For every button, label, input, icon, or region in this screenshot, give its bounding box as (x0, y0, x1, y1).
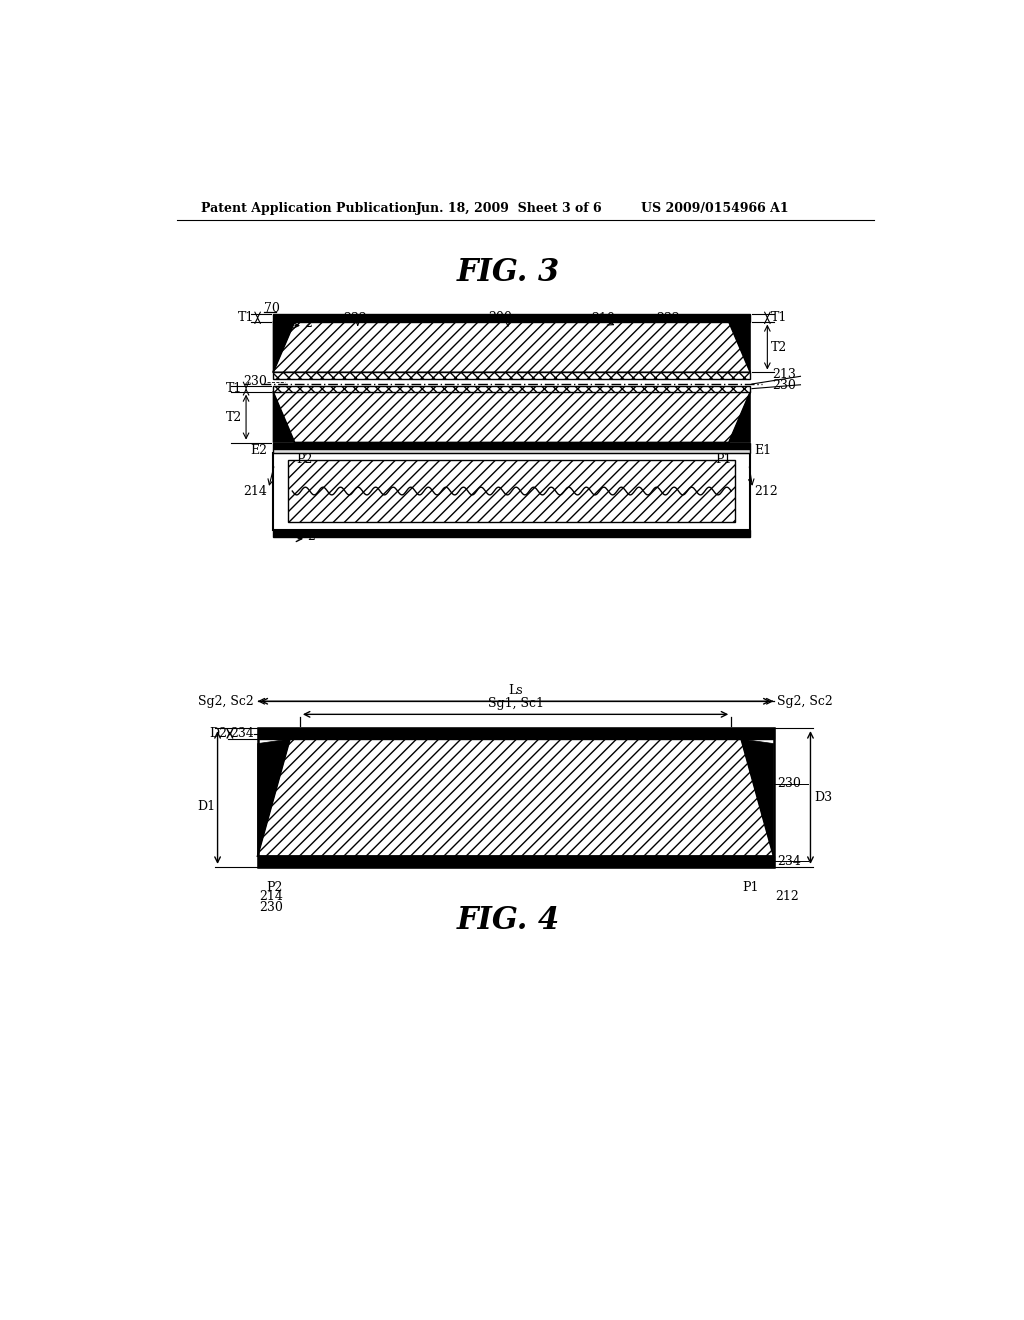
Text: T1: T1 (226, 381, 243, 395)
Text: US 2009/0154966 A1: US 2009/0154966 A1 (641, 202, 788, 215)
Text: 214: 214 (243, 484, 267, 498)
Bar (273, 385, 751, 392)
Text: 214: 214 (259, 890, 283, 903)
Text: Patent Application Publication: Patent Application Publication (202, 202, 417, 215)
Text: Ls: Ls (508, 684, 523, 697)
Text: E2: E2 (250, 445, 267, 458)
Text: D2: D2 (210, 727, 227, 741)
Polygon shape (729, 322, 751, 372)
Bar (273, 449, 751, 453)
Text: 234: 234 (229, 727, 254, 741)
Text: P1: P1 (715, 453, 731, 466)
Text: 232: 232 (656, 312, 680, 325)
Text: T2: T2 (770, 341, 786, 354)
Text: Jun. 18, 2009  Sheet 3 of 6: Jun. 18, 2009 Sheet 3 of 6 (416, 202, 602, 215)
Text: 200: 200 (488, 310, 512, 323)
Polygon shape (741, 739, 773, 855)
Text: P1: P1 (742, 880, 759, 894)
Text: 70: 70 (264, 302, 280, 315)
Text: 212: 212 (775, 890, 799, 903)
Bar (289, 461, 735, 521)
Polygon shape (258, 739, 773, 855)
Text: 213: 213 (772, 368, 796, 381)
Text: 2: 2 (304, 317, 312, 330)
Text: T1: T1 (770, 312, 786, 325)
Polygon shape (273, 322, 751, 372)
Polygon shape (729, 392, 751, 442)
Polygon shape (273, 392, 751, 442)
Text: 212: 212 (755, 484, 778, 498)
Bar (258, 729, 773, 739)
Polygon shape (258, 739, 290, 855)
Polygon shape (273, 322, 295, 372)
Text: D3: D3 (814, 791, 833, 804)
Text: T2: T2 (226, 411, 243, 424)
Bar (258, 729, 773, 867)
Text: Sg2, Sc2: Sg2, Sc2 (777, 694, 834, 708)
Bar (258, 855, 773, 867)
Text: Sg1, Sc1: Sg1, Sc1 (487, 697, 544, 710)
Text: E1: E1 (755, 445, 771, 458)
Text: FIG. 4: FIG. 4 (457, 906, 559, 936)
Text: D1: D1 (198, 800, 215, 813)
Text: 230: 230 (259, 900, 283, 913)
Text: 210: 210 (592, 312, 615, 325)
Text: P2: P2 (296, 453, 312, 466)
Text: 230: 230 (243, 375, 267, 388)
Text: FIG. 3: FIG. 3 (457, 257, 559, 288)
Text: P2: P2 (266, 880, 283, 894)
Polygon shape (273, 392, 295, 442)
Bar (273, 314, 751, 322)
Text: Sg2, Sc2: Sg2, Sc2 (198, 694, 254, 708)
Bar (273, 442, 751, 449)
Text: 230: 230 (772, 379, 796, 392)
Bar (273, 372, 751, 379)
Text: 2: 2 (307, 529, 315, 543)
Text: T1: T1 (238, 312, 254, 325)
Text: 230: 230 (777, 777, 801, 791)
Text: 232: 232 (343, 312, 368, 325)
Text: 234: 234 (777, 855, 801, 869)
Bar (273, 529, 751, 537)
Bar (273, 453, 751, 529)
